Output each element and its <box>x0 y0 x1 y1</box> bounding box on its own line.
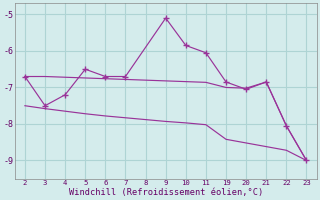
X-axis label: Windchill (Refroidissement éolien,°C): Windchill (Refroidissement éolien,°C) <box>68 188 263 197</box>
